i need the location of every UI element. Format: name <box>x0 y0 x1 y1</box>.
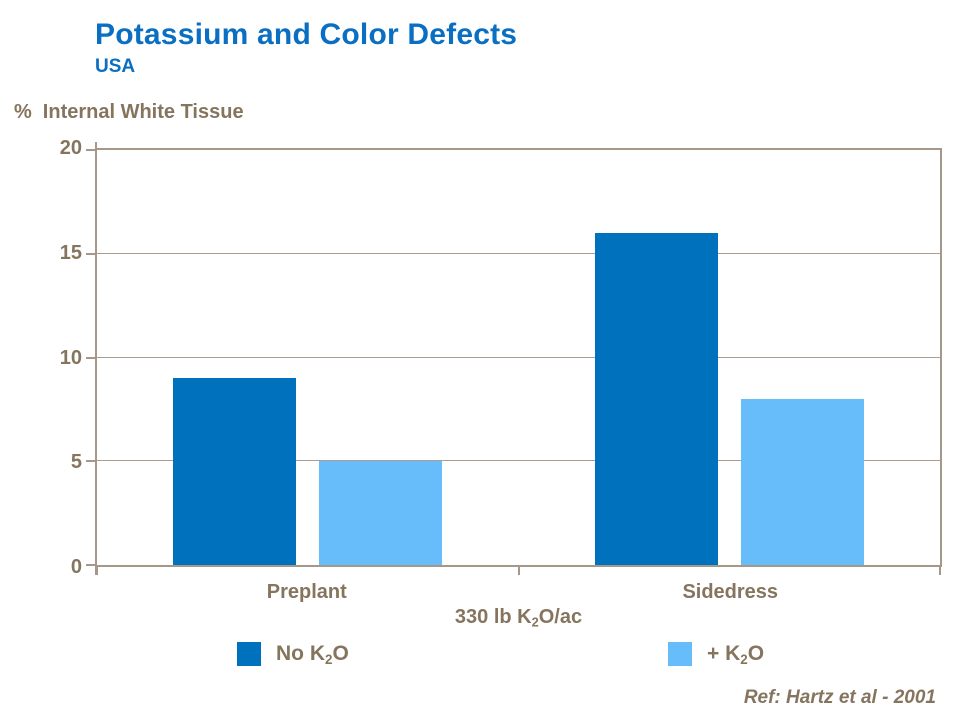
y-tick-label: 20 <box>59 137 82 159</box>
legend-label-text: No K <box>276 642 325 665</box>
y-tick-label: 5 <box>70 451 82 474</box>
y-axis-title-text: Internal White Tissue <box>42 101 244 123</box>
bar-preplant-no-k2o <box>173 378 297 565</box>
x-axis-title: 330 lb K2O/ac <box>95 606 942 630</box>
legend-label-no-k2o: No K2O <box>276 642 349 667</box>
y-tickmark <box>86 252 95 255</box>
legend-label-subscript: 2 <box>325 651 333 667</box>
y-tickmark <box>86 564 95 566</box>
x-tickmark <box>96 567 98 575</box>
x-tickmark <box>939 567 941 575</box>
reference-citation: Ref: Hartz et al - 2001 <box>743 687 936 708</box>
plot-area <box>86 142 942 575</box>
legend-label-subscript: 2 <box>740 651 748 667</box>
y-axis-title-percent: % <box>14 101 32 123</box>
bar-sidedress-no-k2o <box>594 233 718 565</box>
legend-swatch-no-k2o <box>237 642 261 667</box>
y-tickmark <box>86 149 95 151</box>
y-axis-extension-top <box>95 142 97 150</box>
legend-label-plus-k2o: + K2O <box>707 642 764 667</box>
legend-label-text: O <box>332 642 349 665</box>
legend-swatch-plus-k2o <box>668 642 692 667</box>
chart-subtitle: USA <box>95 56 136 77</box>
legend-label-text: O <box>747 642 765 665</box>
legend-label-text: + K <box>707 642 741 665</box>
legend-item-no-k2o: No K2O <box>237 642 349 667</box>
gridline <box>97 356 940 358</box>
y-tick-label: 0 <box>70 556 82 578</box>
y-axis-title: % Internal White Tissue <box>14 101 244 124</box>
legend-item-plus-k2o: + K2O <box>668 642 764 667</box>
x-axis-title-post: O/ac <box>538 606 583 628</box>
bar-preplant-plus-k2o <box>319 461 443 565</box>
x-axis-title-pre: 330 lb K <box>454 606 532 628</box>
y-tickmark <box>86 460 95 463</box>
gridline <box>97 460 940 462</box>
x-tickmark <box>517 567 520 575</box>
category-label: Preplant <box>266 581 347 603</box>
y-tick-label: 15 <box>59 241 82 264</box>
y-tick-label: 10 <box>59 346 82 369</box>
chart-title: Potassium and Color Defects <box>95 18 518 51</box>
x-axis-title-subscript: 2 <box>531 614 539 630</box>
y-axis-labels: 0 5 10 15 20 <box>20 138 82 577</box>
y-tickmark <box>86 356 95 359</box>
category-label: Sidedress <box>682 581 779 603</box>
gridline <box>97 252 940 254</box>
x-axis-category-labels: Preplant Sidedress <box>95 581 942 607</box>
bar-sidedress-plus-k2o <box>740 399 864 565</box>
